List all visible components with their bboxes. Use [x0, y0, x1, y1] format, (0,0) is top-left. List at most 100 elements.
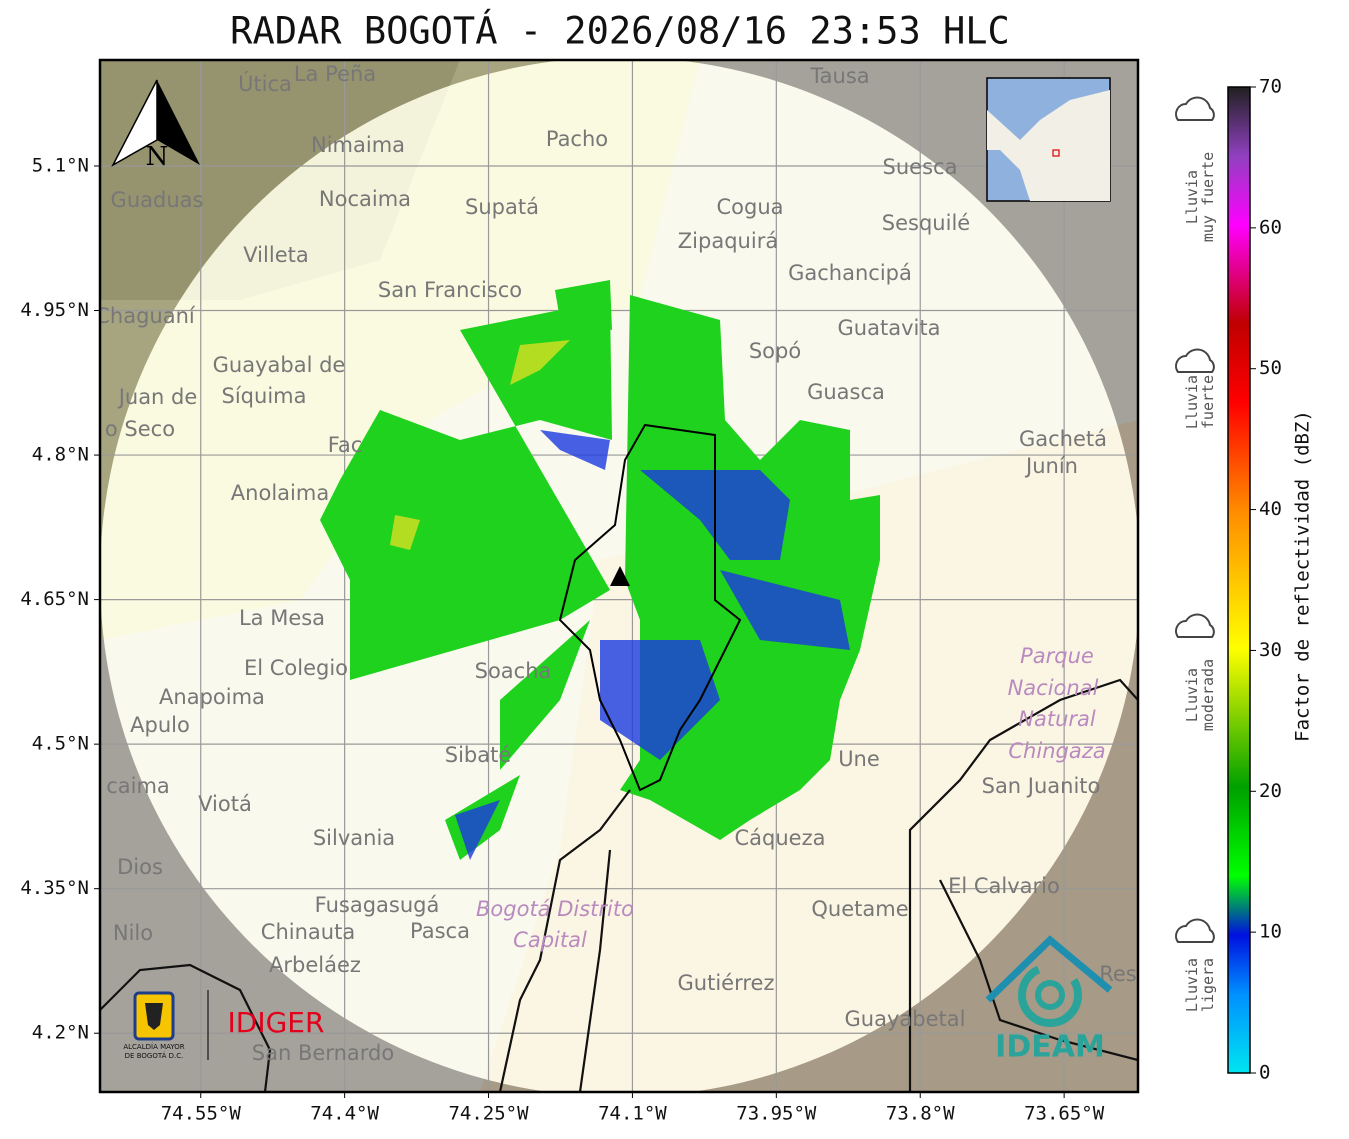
colorbar-tick-label: 10	[1259, 921, 1282, 943]
place-name: Zipaquirá	[678, 229, 778, 253]
place-name: Viotá	[198, 792, 252, 816]
place-name: Quetame	[811, 897, 908, 921]
y-tick-label: 4.95°N	[20, 299, 89, 321]
colorbar-label: Factor de reflectividad (dBZ)	[1292, 410, 1314, 742]
place-name: Parque	[1020, 644, 1094, 668]
colorbar-tick-label: 70	[1259, 76, 1282, 98]
place-name: Anapoima	[159, 685, 265, 709]
north-arrow: N	[111, 79, 200, 172]
place-name: Supatá	[465, 195, 539, 219]
place-name: Suesca	[883, 155, 958, 179]
place-name: Bogotá Distrito	[476, 897, 634, 921]
colorbar-tick-label: 30	[1259, 639, 1282, 661]
legend-label: muy fuerte	[1199, 152, 1217, 242]
x-tick-label: 73.95°W	[736, 1103, 817, 1125]
place-name: La Mesa	[239, 606, 325, 630]
place-name: Sibaté	[445, 743, 512, 767]
place-name: Nilo	[113, 921, 153, 945]
place-name: Nocaima	[319, 187, 411, 211]
place-name: Chinauta	[261, 920, 355, 944]
place-name: Guaduas	[111, 188, 204, 212]
place-name: Pacho	[546, 127, 608, 151]
place-name: caima	[106, 774, 170, 798]
place-name: Silvania	[313, 826, 395, 850]
logos: ALCALDÍA MAYOR DE BOGOTÁ D.C. IDIGER IDE…	[123, 935, 1113, 1065]
north-label: N	[146, 142, 169, 172]
place-name: Síquima	[222, 384, 307, 408]
y-tick-label: 4.5°N	[32, 733, 89, 755]
place-name: Útica	[238, 71, 292, 96]
place-name: Arbeláez	[269, 953, 361, 977]
idiger-logo: IDIGER	[228, 1006, 325, 1039]
place-name: San Francisco	[378, 278, 522, 302]
colorbar-tick-label: 50	[1259, 357, 1282, 379]
map: Útica La Peña Tausa Pacho Nimaima Guaduas Noca…	[95, 60, 1138, 1092]
place-name: o Seco	[105, 417, 175, 441]
place-name: Guasca	[807, 380, 885, 404]
weather-icon	[1175, 348, 1215, 373]
place-name: Sopó	[749, 339, 801, 363]
alcaldia-line: ALCALDÍA MAYOR	[123, 1042, 184, 1051]
place-name: Nimaima	[311, 133, 405, 157]
legend-label: Lluvia	[1183, 668, 1201, 722]
y-tick-label: 4.2°N	[32, 1022, 89, 1044]
place-name: Gachancipá	[788, 261, 912, 285]
x-tick-label: 73.65°W	[1024, 1103, 1105, 1125]
place-name: Une	[838, 747, 880, 771]
legend-label: Lluvia	[1183, 958, 1201, 1012]
place-name: La Peña	[294, 62, 376, 86]
place-name: Juan de	[117, 385, 198, 409]
map-frame	[98, 58, 1140, 1094]
alcaldia-line: DE BOGOTÁ D.C.	[125, 1051, 184, 1060]
place-name: Gutiérrez	[678, 971, 775, 995]
x-tick-label: 74.4°W	[310, 1103, 379, 1125]
place-name: Dios	[117, 855, 163, 879]
y-tick-label: 5.1°N	[32, 154, 89, 176]
place-name: Guayabetal	[845, 1007, 966, 1031]
y-tick-label: 4.8°N	[32, 444, 89, 466]
colorbar-tick-label: 60	[1259, 216, 1282, 238]
place-name: Tausa	[809, 64, 869, 88]
legend-label: moderada	[1199, 659, 1217, 731]
legend-label: Lluvia	[1183, 170, 1201, 224]
weather-icon	[1175, 613, 1215, 638]
place-name: Soacha	[475, 659, 552, 683]
place-name: Guayabal de	[213, 353, 346, 377]
x-tick-label: 74.55°W	[161, 1103, 242, 1125]
y-tick-label: 4.65°N	[20, 588, 89, 610]
place-name: Natural	[1018, 707, 1096, 731]
colorbar-tick-label: 40	[1259, 498, 1282, 520]
colorbar-tick-label: 20	[1259, 780, 1282, 802]
colorbar-tick-label: 0	[1259, 1062, 1270, 1084]
ideam-logo: IDEAM	[995, 1030, 1105, 1065]
place-name: Fusagasugá	[315, 893, 440, 917]
place-name: Chaguaní	[95, 304, 196, 328]
place-name: Sesquilé	[882, 211, 970, 235]
y-tick-label: 4.35°N	[20, 877, 89, 899]
legend-label: fuerte	[1199, 375, 1217, 429]
place-name: Chingaza	[1008, 739, 1105, 763]
legend-label: ligera	[1199, 958, 1217, 1012]
place-name: Gachetá	[1019, 427, 1107, 451]
place-name: San Bernardo	[252, 1041, 394, 1065]
place-name: Anolaima	[231, 481, 329, 505]
colorbar	[1227, 86, 1251, 1074]
place-name: El Calvario	[948, 874, 1060, 898]
weather-icon	[1175, 918, 1215, 943]
place-name: Guatavita	[838, 316, 941, 340]
place-name: Cogua	[716, 195, 783, 219]
weather-icon	[1175, 96, 1215, 121]
place-name: Apulo	[130, 713, 190, 737]
inset-map	[986, 77, 1111, 202]
place-name: Pasca	[410, 919, 470, 943]
title: RADAR BOGOTÁ - 2026/08/16 23:53 HLC	[230, 9, 1010, 53]
place-name: Junín	[1024, 454, 1078, 478]
place-name: Villeta	[243, 243, 308, 267]
legend-label: Lluvia	[1183, 375, 1201, 429]
x-tick-label: 73.8°W	[886, 1103, 955, 1125]
place-name: San Juanito	[982, 774, 1101, 798]
x-tick-label: 74.1°W	[598, 1103, 667, 1125]
